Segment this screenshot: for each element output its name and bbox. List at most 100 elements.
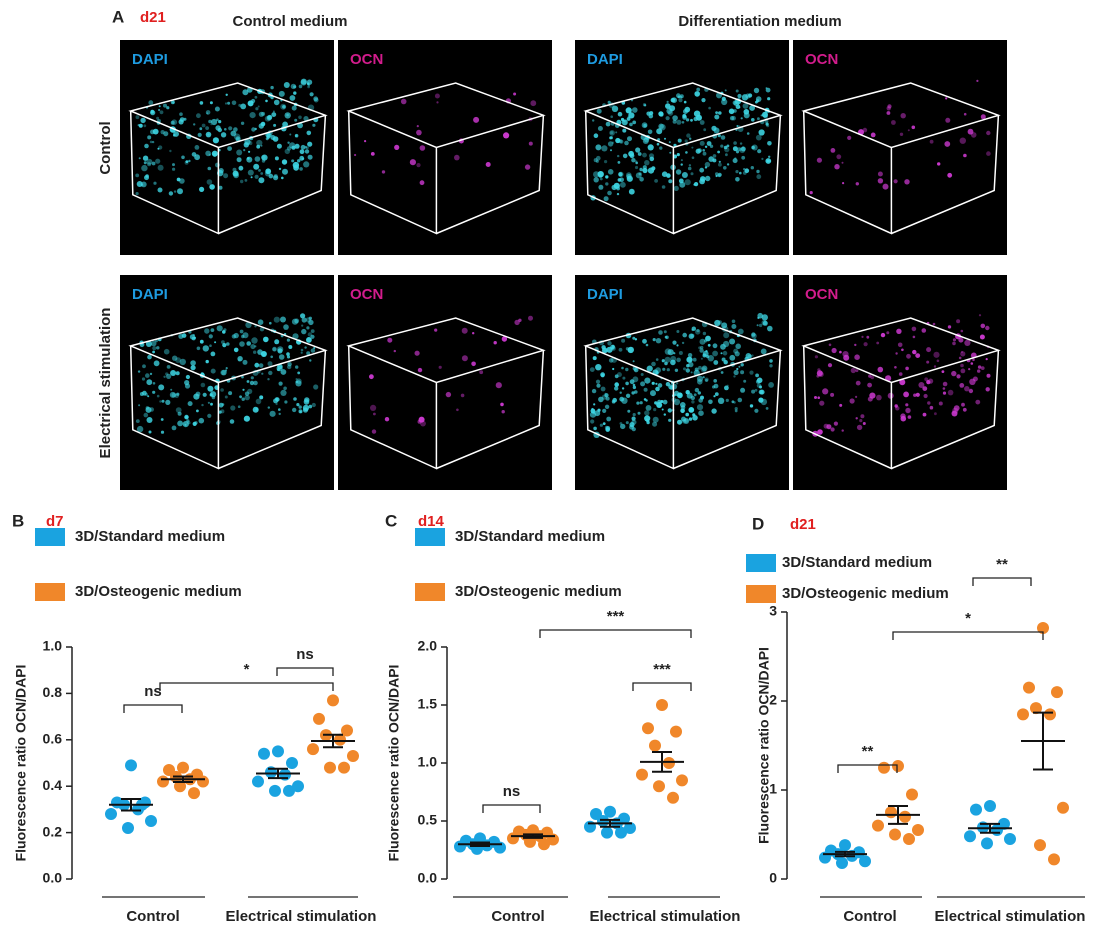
cell-signal	[655, 382, 658, 385]
cell-signal	[691, 146, 694, 149]
cell-signal	[155, 339, 158, 343]
cell-signal	[717, 397, 725, 404]
cell-signal	[662, 367, 666, 371]
cell-signal	[631, 158, 636, 163]
cell-signal	[241, 397, 245, 401]
cell-signal	[834, 164, 840, 170]
cell-signal	[718, 111, 722, 115]
data-point	[836, 856, 848, 869]
cell-signal	[817, 368, 821, 372]
cell-signal	[610, 115, 613, 118]
cell-signal	[640, 381, 646, 387]
data-point	[991, 824, 1003, 837]
cell-signal	[153, 181, 157, 185]
cell-signal	[614, 382, 619, 387]
cell-signal	[886, 111, 891, 115]
cell-signal	[649, 156, 655, 162]
cell-signal	[501, 410, 505, 414]
cell-signal	[634, 338, 638, 341]
cell-signal	[232, 170, 239, 177]
day-label: d7	[46, 513, 64, 530]
cell-signal	[906, 353, 911, 359]
cell-signal	[663, 330, 667, 334]
cell-signal	[438, 365, 442, 369]
cell-signal	[611, 105, 619, 113]
cell-signal	[721, 322, 728, 329]
cell-signal	[723, 332, 730, 339]
day-label: d14	[418, 513, 445, 530]
cell-signal	[898, 372, 903, 376]
cell-signal	[724, 89, 727, 92]
cell-signal	[209, 184, 215, 190]
column-title: Differentiation medium	[678, 13, 841, 30]
cell-signal	[619, 139, 624, 144]
cell-signal	[230, 130, 237, 137]
cell-signal	[304, 149, 310, 154]
cell-signal	[137, 370, 141, 373]
cell-signal	[371, 429, 377, 434]
cell-signal	[841, 161, 844, 164]
cell-signal	[985, 358, 988, 361]
cell-signal	[247, 169, 254, 176]
cell-signal	[296, 403, 300, 407]
cell-signal	[854, 354, 860, 361]
cell-signal	[687, 166, 692, 171]
data-point	[885, 806, 897, 819]
cell-signal	[666, 368, 670, 372]
cell-signal	[165, 399, 171, 405]
cell-signal	[312, 123, 316, 127]
cell-signal	[291, 318, 299, 325]
cell-signal	[659, 124, 666, 131]
cell-signal	[272, 110, 275, 113]
cell-signal	[280, 316, 286, 323]
cell-signal	[145, 406, 152, 413]
cell-signal	[273, 175, 279, 181]
cell-signal	[610, 344, 615, 350]
cell-signal	[662, 399, 668, 405]
cell-signal	[682, 114, 687, 118]
cell-signal	[769, 364, 773, 368]
legend-label: 3D/Osteogenic medium	[782, 585, 949, 602]
cell-signal	[684, 139, 688, 143]
cell-signal	[599, 177, 603, 181]
cell-signal	[135, 173, 140, 178]
cell-signal	[693, 393, 697, 397]
cell-signal	[202, 345, 209, 352]
data-point	[670, 725, 682, 738]
volume-box	[346, 317, 546, 470]
cell-signal	[187, 401, 193, 407]
cell-signal	[836, 154, 842, 160]
cell-signal	[712, 385, 716, 389]
data-point	[307, 743, 319, 756]
cell-signal	[306, 337, 312, 343]
cell-signal	[472, 332, 475, 335]
cell-signal	[904, 179, 910, 185]
cell-signal	[298, 405, 302, 409]
cell-signal	[977, 369, 981, 373]
cell-signal	[765, 122, 769, 126]
cell-signal	[200, 382, 206, 388]
cell-signal	[503, 132, 510, 139]
data-point	[667, 791, 679, 804]
cell-signal	[190, 360, 196, 366]
cell-signal	[751, 354, 754, 357]
cell-signal	[894, 404, 898, 408]
cell-signal	[416, 125, 419, 128]
cell-signal	[726, 144, 730, 148]
cell-signal	[936, 359, 940, 363]
cell-signal	[231, 334, 237, 339]
cell-signal	[209, 344, 212, 348]
cell-signal	[756, 324, 759, 327]
cell-signal	[658, 330, 663, 335]
cell-signal	[258, 169, 261, 172]
cell-signal	[951, 370, 957, 377]
cell-signal	[267, 361, 273, 367]
cell-signal	[661, 408, 664, 411]
cell-signal	[713, 360, 719, 365]
cell-signal	[158, 145, 163, 150]
cell-signal	[868, 374, 872, 378]
cell-signal	[308, 404, 313, 409]
cell-signal	[680, 96, 683, 99]
cell-signal	[308, 319, 314, 326]
cell-signal	[639, 177, 644, 182]
